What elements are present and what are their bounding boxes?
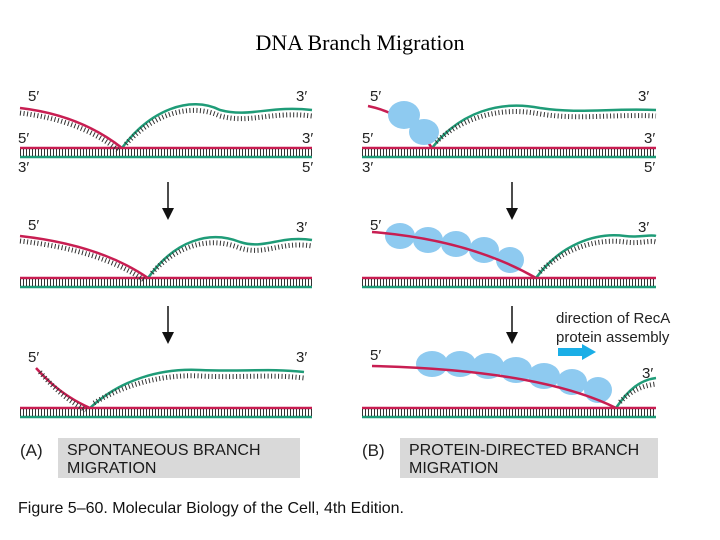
single-strand-bases	[38, 370, 88, 413]
reca-protein	[409, 119, 439, 145]
single-strand-bases	[150, 240, 313, 275]
annotation-line-1: direction of RecA	[556, 310, 670, 327]
panel-b-stage-1: 5′ 3′ 5′ 3′ 3′ 5′	[362, 88, 657, 176]
label-3-prime: 3′	[296, 88, 307, 105]
label-3-prime: 3′	[642, 365, 653, 382]
label-3-prime: 3′	[644, 130, 655, 147]
label-5-prime: 5′	[28, 217, 39, 234]
red-single-strand	[371, 230, 537, 280]
panel-a-caption-box	[58, 438, 300, 478]
label-5-prime: 5′	[370, 217, 381, 234]
reca-protein	[416, 351, 448, 377]
panel-a-spontaneous: 5′ 3′ 5′ 3′ 3′ 5′ 5′ 3′	[18, 88, 313, 478]
reca-protein	[496, 247, 524, 273]
panel-a-caption-line-2: MIGRATION	[67, 460, 156, 477]
panel-a-stage-2: 5′ 3′	[19, 217, 313, 289]
label-3-prime: 3′	[302, 130, 313, 147]
figure-caption: Figure 5–60. Molecular Biology of the Ce…	[18, 500, 404, 517]
label-3-prime: 3′	[18, 159, 29, 176]
label-5-prime: 5′	[362, 130, 373, 147]
reca-protein	[388, 101, 420, 129]
panel-b-stage-3: 5′ 3′	[362, 347, 657, 419]
single-strand-bases	[618, 381, 657, 404]
panel-a-caption-line-1: SPONTANEOUS BRANCH	[67, 442, 261, 459]
panel-b-protein-directed: 5′ 3′ 5′ 3′ 3′ 5′ 5′ 3′ direction of Rec…	[362, 88, 670, 478]
panel-b-caption-line-2: MIGRATION	[409, 460, 498, 477]
reca-protein	[528, 363, 560, 389]
direction-arrow-icon	[558, 344, 596, 360]
reca-protein	[441, 231, 471, 257]
green-single-strand	[146, 235, 313, 279]
single-strand-bases	[124, 107, 313, 146]
green-single-strand	[120, 103, 313, 149]
single-strand-bases	[19, 110, 120, 152]
label-5-prime: 5′	[370, 88, 381, 105]
red-single-strand	[371, 364, 617, 410]
label-5-prime: 5′	[302, 159, 313, 176]
single-strand-bases	[434, 109, 657, 144]
panel-a-stage-3: 5′ 3′	[20, 349, 312, 419]
label-5-prime: 5′	[644, 159, 655, 176]
red-single-strand	[19, 106, 123, 149]
label-3-prime: 3′	[638, 219, 649, 236]
label-5-prime: 5′	[28, 349, 39, 366]
label-5-prime: 5′	[28, 88, 39, 105]
single-strand-bases	[538, 238, 657, 274]
label-5-prime: 5′	[370, 347, 381, 364]
label-3-prime: 3′	[296, 349, 307, 366]
green-single-strand	[534, 234, 657, 279]
panel-b-caption-box	[400, 438, 658, 478]
slide-title: DNA Branch Migration	[255, 30, 465, 55]
label-5-prime: 5′	[18, 130, 29, 147]
single-strand-bases	[92, 373, 305, 406]
green-single-strand	[89, 368, 305, 409]
label-3-prime: 3′	[362, 159, 373, 176]
green-single-strand	[614, 376, 657, 409]
single-strand-bases	[19, 238, 146, 283]
red-single-strand	[19, 234, 149, 280]
green-single-strand	[431, 104, 657, 149]
panel-b-caption-line-1: PROTEIN-DIRECTED BRANCH	[409, 442, 639, 459]
panel-b-stage-2: 5′ 3′	[362, 217, 657, 289]
label-3-prime: 3′	[638, 88, 649, 105]
annotation-line-2: protein assembly	[556, 329, 670, 346]
panel-a-letter: (A)	[20, 441, 43, 460]
panel-b-letter: (B)	[362, 441, 385, 460]
label-3-prime: 3′	[296, 219, 307, 236]
panel-a-stage-1: 5′ 3′ 5′ 3′ 3′ 5′	[18, 88, 313, 176]
